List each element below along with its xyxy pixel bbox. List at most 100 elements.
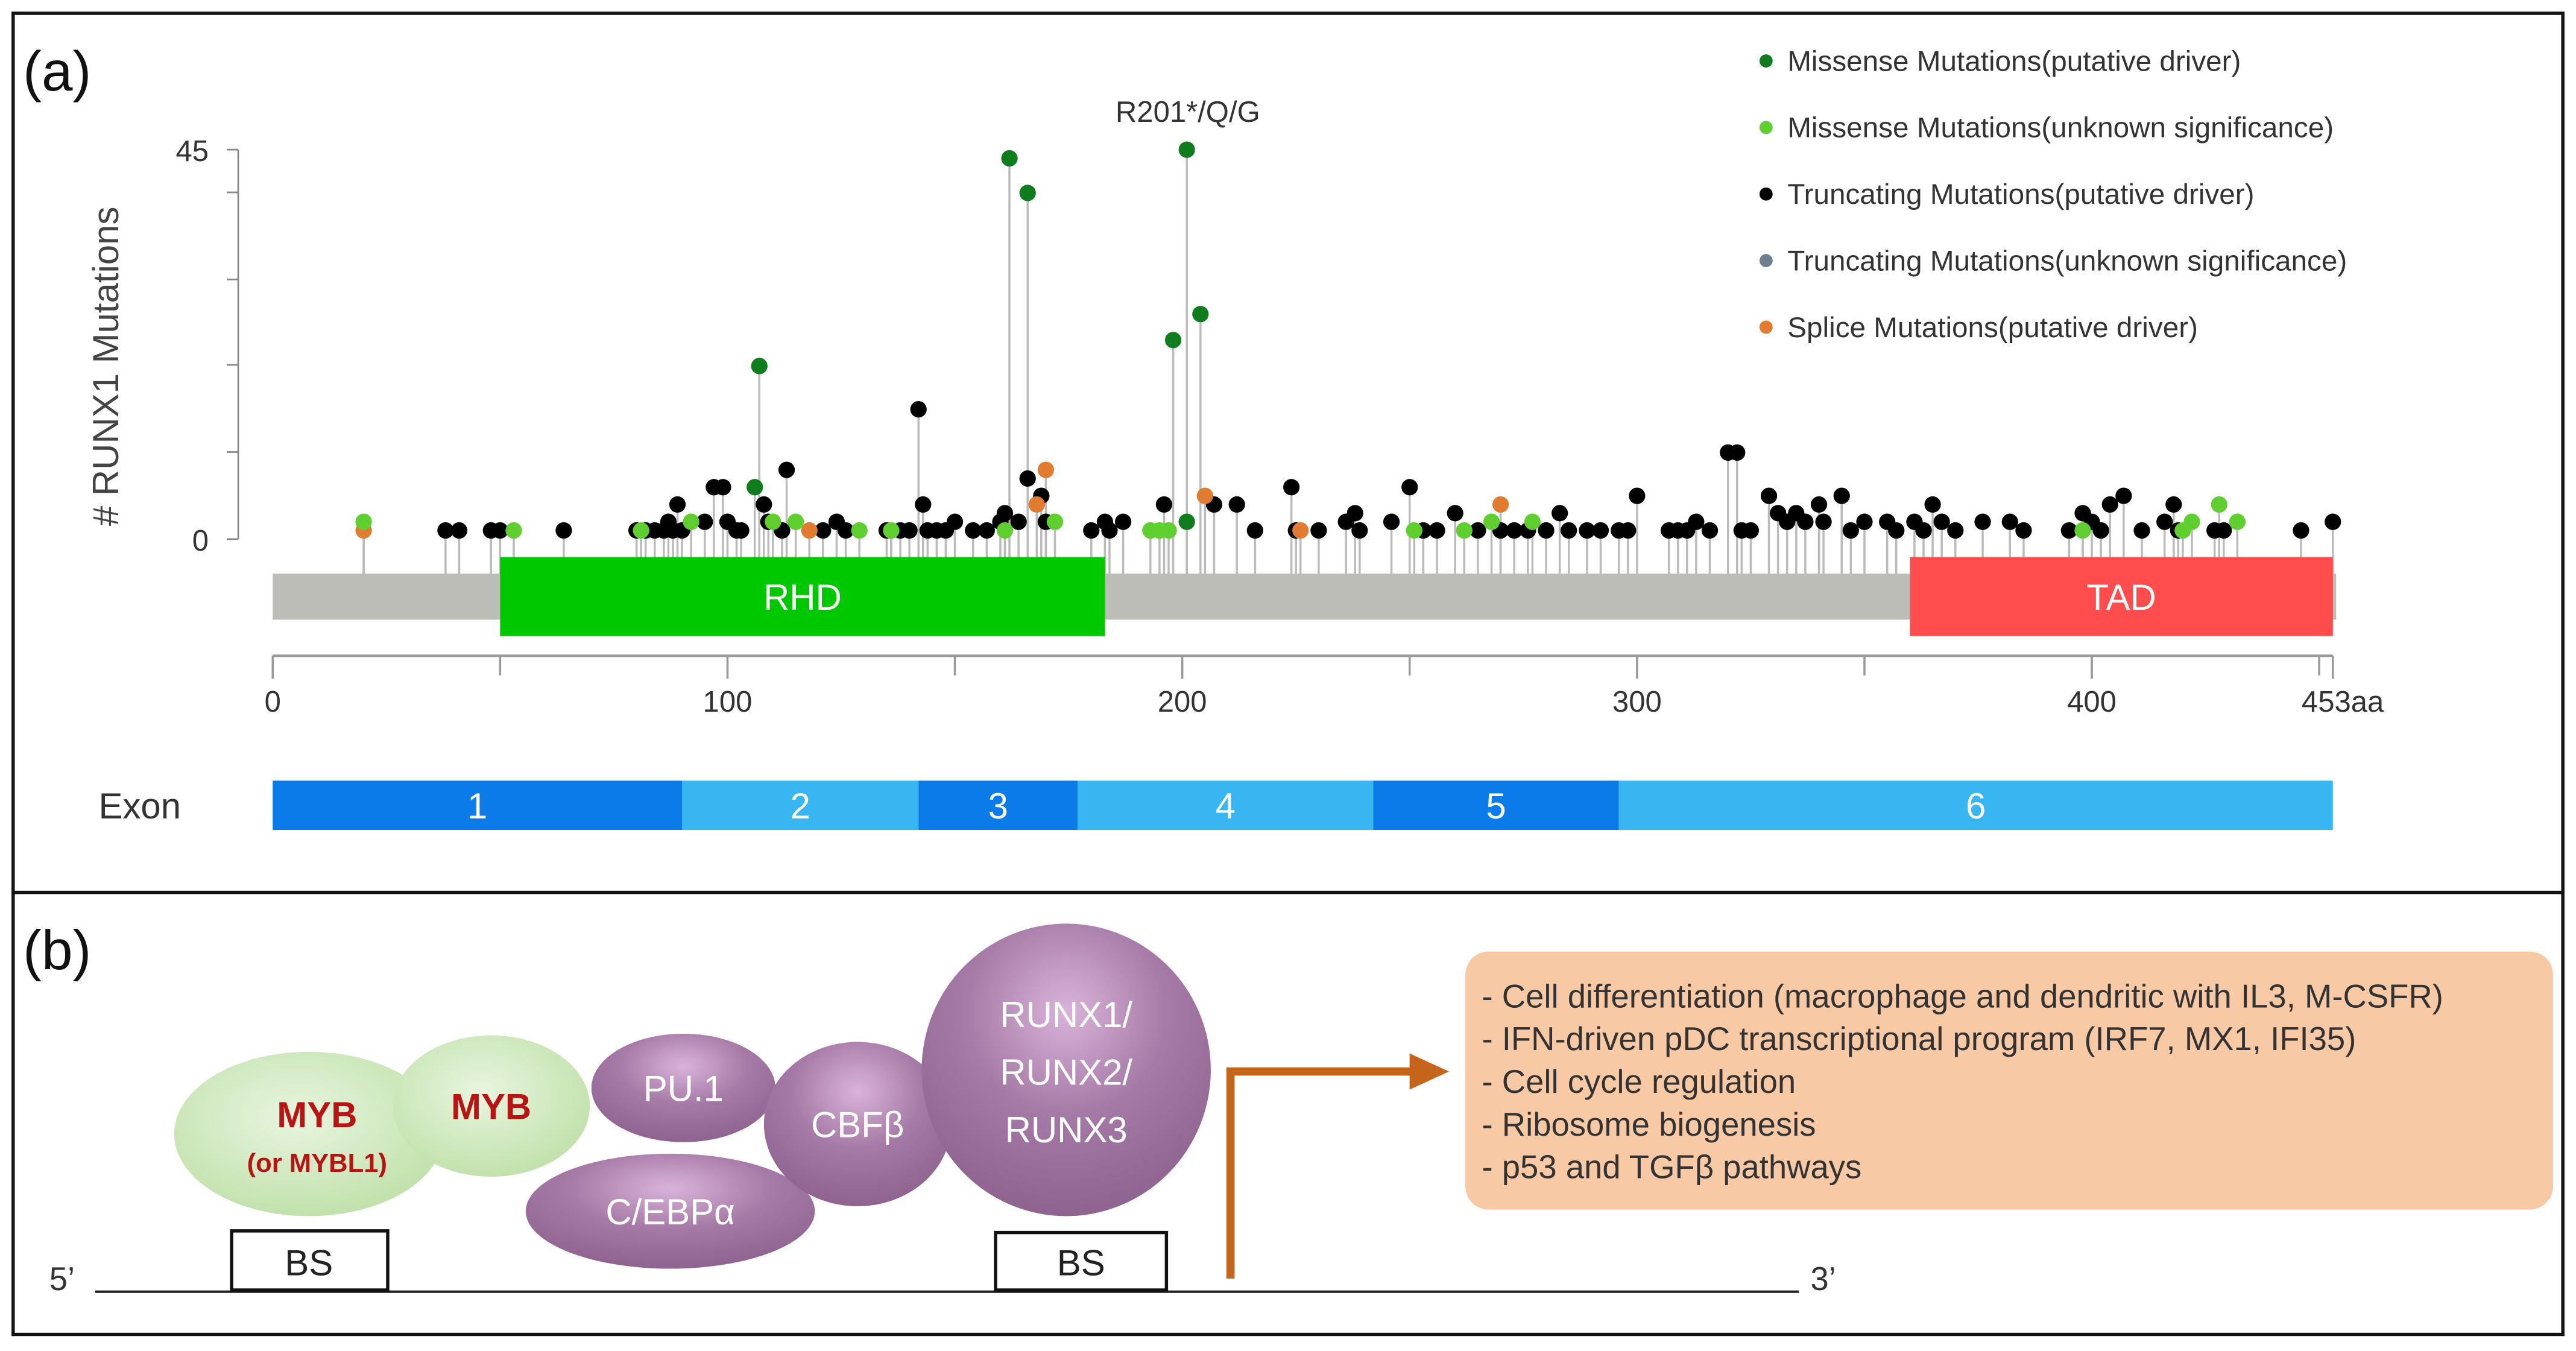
exon-number: 4 [1216, 786, 1236, 826]
lollipop-head-td [1888, 522, 1905, 539]
lollipop-head-td [2101, 496, 2118, 513]
myb-label: MYB [277, 1095, 357, 1135]
protein-runx: RUNX1/ RUNX2/ RUNX3 [921, 923, 1211, 1217]
lollipop-head-td [2156, 513, 2173, 530]
lollipop-head-mu [1483, 513, 1500, 530]
exon-label: Exon [98, 786, 181, 826]
strand-3prime: 3’ [1810, 1261, 1836, 1297]
lollipop-head-mu [851, 522, 868, 539]
lollipop-head-td [2215, 522, 2232, 539]
lollipop-head-td [1933, 513, 1950, 530]
legend-item-label: Missense Mutations(putative driver) [1787, 45, 2241, 77]
lollipop-head-td [778, 461, 795, 478]
x-tick-label: 0 [265, 686, 281, 718]
lollipop-head-td [2293, 522, 2309, 539]
lollipop-head-td [1101, 522, 1118, 539]
exon-3 [918, 780, 1078, 831]
lollipop-head-td [437, 522, 454, 539]
strand-5prime: 5’ [49, 1261, 75, 1297]
lollipop-head-md [747, 479, 763, 496]
y-tick-label: 45 [175, 135, 209, 168]
lollipop-head-td [901, 522, 918, 539]
lollipop-head-mu [883, 522, 900, 539]
cebpa-label: C/EBPα [605, 1192, 734, 1232]
lollipop-head-td [1310, 522, 1327, 539]
runx2-label: RUNX2/ [1000, 1052, 1132, 1092]
lollipop-head-td [1428, 522, 1445, 539]
protein-domains: RHD TAD [500, 557, 2333, 636]
panel-b-label: (b) [23, 919, 91, 982]
legend-dot-icon [1759, 121, 1773, 134]
lollipop-head-td [1561, 522, 1577, 539]
lollipop-head-td [1246, 522, 1263, 539]
lollipop-head-md [1164, 332, 1182, 349]
protein-cebpa: C/EBPα [525, 1153, 815, 1269]
exon-2 [682, 780, 919, 831]
lollipop-head-mu [1406, 522, 1422, 539]
y-axis: 45 0 [175, 135, 239, 557]
domain-tad [1910, 557, 2333, 636]
runx3-label: RUNX3 [1005, 1110, 1128, 1150]
legend-dot-icon [1759, 54, 1773, 68]
lollipop-head-mu [787, 513, 804, 530]
lollipop-head-td [1470, 522, 1486, 539]
lollipop-head-md [751, 358, 768, 375]
lollipop-head-td [1842, 522, 1859, 539]
target-item: - Ribosome biogenesis [1482, 1106, 1816, 1143]
target-item: - Cell cycle regulation [1482, 1063, 1796, 1100]
lollipop-head-td [1924, 496, 1941, 513]
binding-site-label: BS [285, 1242, 333, 1283]
lollipop-head-sp [801, 522, 818, 539]
y-axis-label: # RUNX1 Mutations [86, 207, 126, 527]
legend-dot-icon [1759, 320, 1773, 334]
lollipop-head-mu [2074, 522, 2091, 539]
lollipop-head-td [1401, 479, 1418, 496]
target-programs-box: - Cell differentiation (macrophage and d… [1465, 951, 2553, 1210]
lollipop-head-md [1178, 513, 1195, 530]
lollipop-head-td [715, 479, 731, 496]
exon-number: 3 [988, 786, 1008, 826]
lollipop-head-td [2133, 522, 2150, 539]
lollipop-head-td [1155, 496, 1173, 513]
lollipop-head-mu [2229, 513, 2246, 530]
hotspot-annotation: R201*/Q/G [1116, 96, 1260, 128]
lollipop-head-td [946, 513, 964, 530]
lollipop-head-td [1579, 522, 1596, 539]
exon-number: 5 [1486, 786, 1506, 826]
domain-rhd [500, 557, 1105, 636]
lollipop-head-mu [765, 513, 781, 530]
exon-6 [1618, 780, 2333, 831]
legend-item-label: Missense Mutations(unknown significance) [1787, 112, 2334, 144]
protein-myb-mybl1: MYB (or MYBL1) [174, 1051, 444, 1217]
lollipop-head-td [1833, 487, 1850, 504]
x-tick-label: 453aa [2302, 686, 2384, 718]
lollipop-head-td [555, 522, 572, 539]
lollipop-head-sp [1028, 496, 1045, 513]
lollipop-head-td [2325, 513, 2341, 530]
activation-arrow [1226, 1053, 1449, 1279]
lollipop-head-mu [1456, 522, 1473, 539]
lollipop-head-td [1447, 505, 1463, 522]
target-item: - Cell differentiation (macrophage and d… [1482, 978, 2443, 1014]
lollipop-head-md [1192, 306, 1209, 323]
lollipop-head-mu [1160, 522, 1177, 539]
exon-number: 6 [1966, 786, 1986, 826]
lollipop-head-td [1083, 522, 1100, 539]
lollipop-head-td [2015, 522, 2032, 539]
lollipop-head-td [1228, 496, 1245, 513]
lollipop-head-td [910, 401, 927, 418]
lollipop-head-mu [1524, 513, 1541, 530]
lollipop-head-td [2115, 487, 2132, 504]
legend-item-label: Truncating Mutations(putative driver) [1787, 179, 2254, 210]
legend-dot-icon [1759, 254, 1773, 267]
lollipop-head-mu [683, 513, 699, 530]
panel-a-label: (a) [23, 40, 91, 103]
legend-item-label: Truncating Mutations(unknown significanc… [1787, 245, 2347, 277]
lollipop-head-td [837, 522, 854, 539]
x-tick-label: 200 [1158, 686, 1207, 718]
lollipop-head-td [2165, 496, 2182, 513]
lollipop-head-td [1019, 470, 1036, 487]
lollipop-head-td [1760, 487, 1778, 504]
lollipop-head-td [1010, 513, 1027, 530]
